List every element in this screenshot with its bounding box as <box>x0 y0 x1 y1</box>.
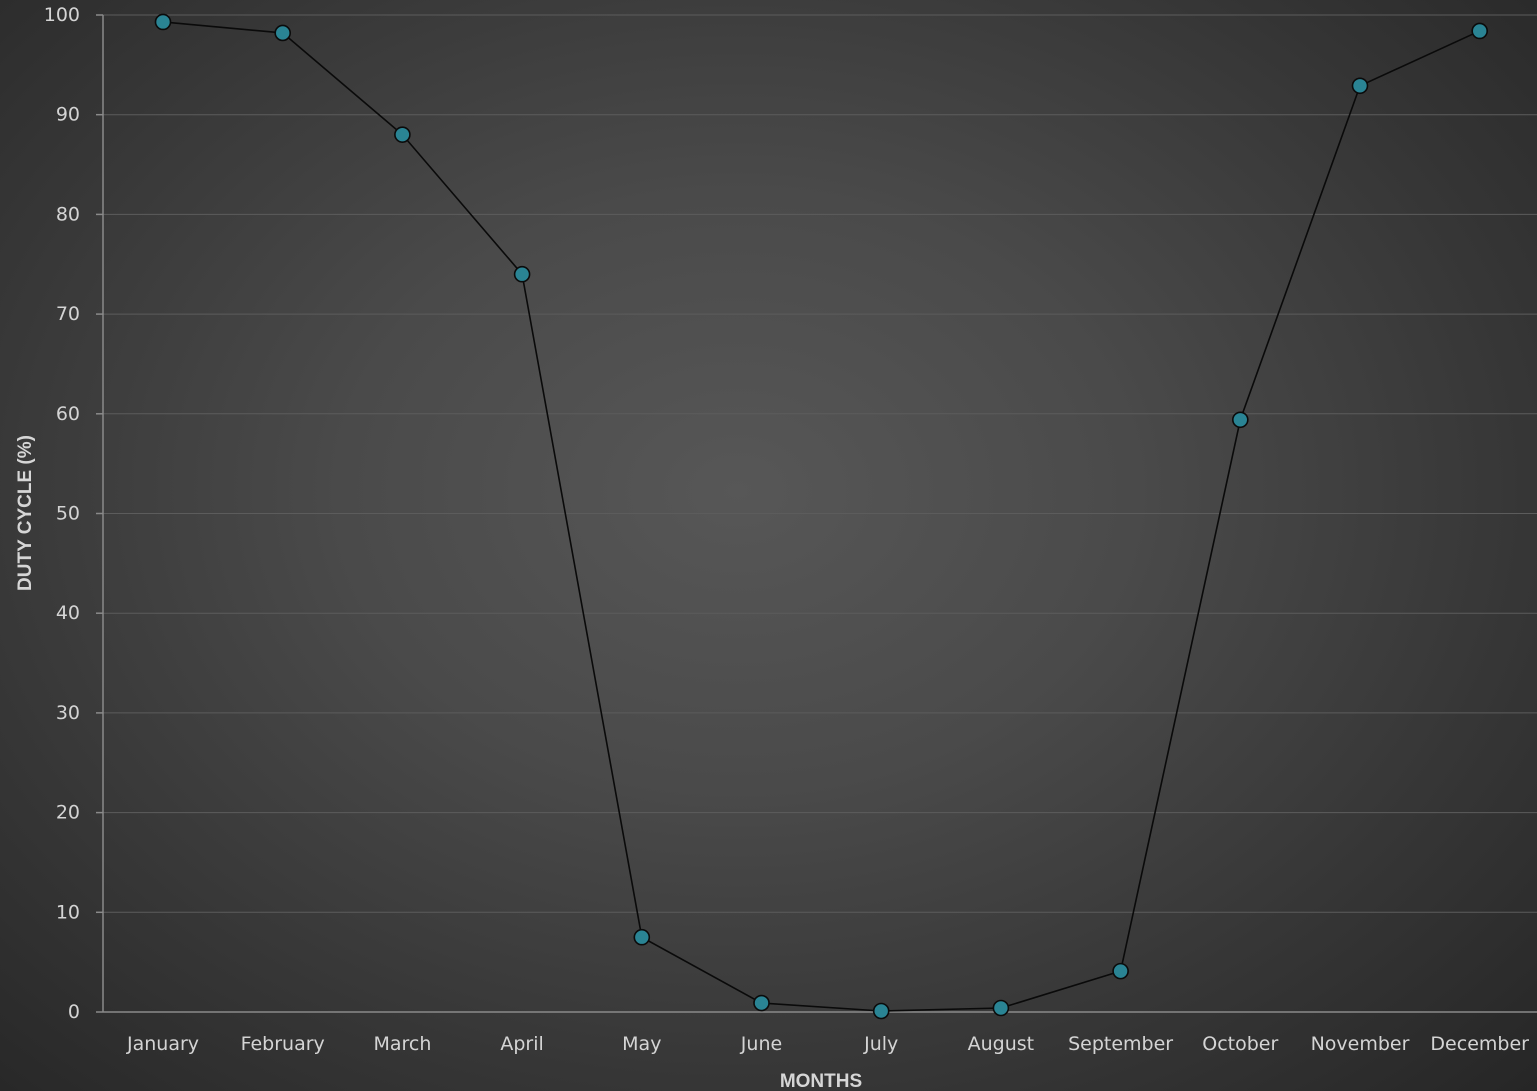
y-tick-label: 60 <box>56 403 80 425</box>
y-tick-label: 40 <box>56 602 80 624</box>
x-tick-labels: January February March April May June July Augu… <box>126 1033 1529 1055</box>
x-tick-label: May <box>622 1033 661 1055</box>
data-point-june <box>753 994 770 1012</box>
data-point-march <box>394 126 411 143</box>
x-tick-label: December <box>1430 1033 1529 1055</box>
data-point-november <box>1351 77 1369 95</box>
axes <box>96 14 1537 1013</box>
y-axis-title: DUTY CYCLE (%) <box>15 435 36 591</box>
x-tick-label: January <box>126 1033 199 1055</box>
y-tick-label: 90 <box>56 104 80 126</box>
data-point-july <box>872 1002 890 1020</box>
data-point-may <box>633 928 651 946</box>
gridlines <box>103 14 1537 913</box>
x-tick-label: October <box>1202 1033 1278 1055</box>
x-tick-label: June <box>740 1033 782 1055</box>
x-tick-label: April <box>500 1033 543 1055</box>
data-point-january <box>154 13 172 31</box>
y-tick-label: 70 <box>56 303 80 325</box>
y-tick-label: 20 <box>56 802 80 824</box>
x-tick-label: September <box>1068 1033 1173 1055</box>
x-axis-title: MONTHS <box>780 1071 862 1091</box>
y-tick-label: 80 <box>56 203 80 225</box>
y-tick-labels: 0 10 20 30 40 50 60 70 80 90 100 <box>44 4 80 1023</box>
x-tick-label: July <box>863 1033 898 1055</box>
x-tick-label: March <box>373 1033 431 1055</box>
data-point-april <box>513 265 531 283</box>
data-series <box>154 13 1488 1020</box>
x-tick-label: November <box>1311 1033 1410 1055</box>
y-tick-label: 100 <box>44 4 80 26</box>
y-tick-label: 30 <box>56 702 80 724</box>
data-point-august <box>992 999 1010 1017</box>
y-tick-label: 50 <box>56 503 80 525</box>
x-tick-label: February <box>241 1033 325 1055</box>
data-point-february <box>274 24 292 42</box>
x-tick-label: August <box>968 1033 1035 1055</box>
y-tick-label: 10 <box>56 901 80 923</box>
y-tick-label: 0 <box>68 1001 80 1023</box>
data-point-december <box>1471 22 1488 40</box>
data-point-october <box>1232 411 1249 429</box>
data-point-september <box>1112 962 1129 980</box>
series-line-0 <box>162 21 1481 1012</box>
